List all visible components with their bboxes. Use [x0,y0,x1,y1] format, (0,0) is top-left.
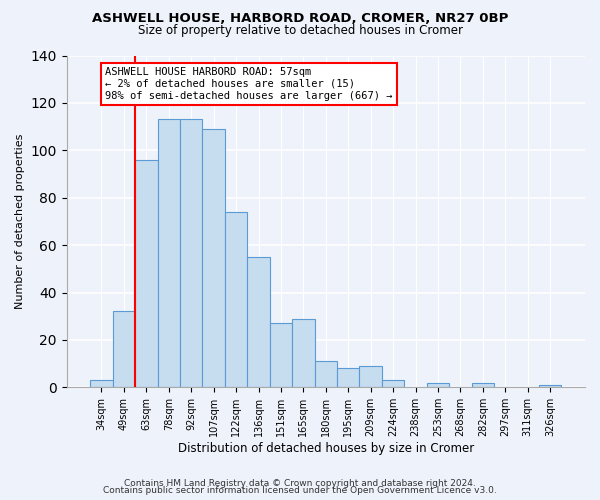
Bar [202,129,225,388]
Bar [113,312,135,388]
Text: ASHWELL HOUSE, HARBORD ROAD, CROMER, NR27 0BP: ASHWELL HOUSE, HARBORD ROAD, CROMER, NR2… [92,12,508,26]
Bar [539,385,562,388]
Bar [314,362,337,388]
Text: ASHWELL HOUSE HARBORD ROAD: 57sqm
← 2% of detached houses are smaller (15)
98% o: ASHWELL HOUSE HARBORD ROAD: 57sqm ← 2% o… [106,68,393,100]
Bar [180,120,202,388]
Bar [247,257,270,388]
Text: Contains public sector information licensed under the Open Government Licence v3: Contains public sector information licen… [103,486,497,495]
Bar [90,380,113,388]
Bar [225,212,247,388]
Bar [337,368,359,388]
Y-axis label: Number of detached properties: Number of detached properties [15,134,25,309]
Bar [292,318,314,388]
Bar [472,382,494,388]
Bar [427,382,449,388]
Text: Contains HM Land Registry data © Crown copyright and database right 2024.: Contains HM Land Registry data © Crown c… [124,478,476,488]
Text: Size of property relative to detached houses in Cromer: Size of property relative to detached ho… [137,24,463,37]
Bar [158,120,180,388]
Bar [270,324,292,388]
Bar [359,366,382,388]
Bar [135,160,158,388]
Bar [382,380,404,388]
X-axis label: Distribution of detached houses by size in Cromer: Distribution of detached houses by size … [178,442,474,455]
